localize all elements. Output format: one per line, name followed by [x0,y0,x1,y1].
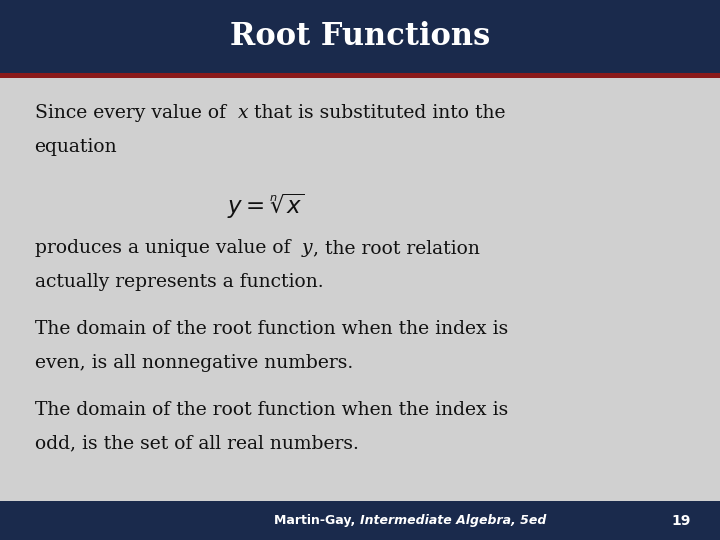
Text: The domain of the root function when the index is: The domain of the root function when the… [35,320,508,338]
Text: $y = \sqrt[n]{x}$: $y = \sqrt[n]{x}$ [228,192,305,221]
Text: The domain of the root function when the index is: The domain of the root function when the… [35,401,508,419]
Text: produces a unique value of: produces a unique value of [35,239,302,257]
Text: odd, is the set of all real numbers.: odd, is the set of all real numbers. [35,435,359,453]
Text: 19: 19 [672,514,691,528]
Text: x: x [238,104,248,122]
Text: Intermediate Algebra, 5ed: Intermediate Algebra, 5ed [360,514,546,527]
FancyBboxPatch shape [0,501,720,540]
Text: Root Functions: Root Functions [230,21,490,52]
Text: equation: equation [35,138,117,156]
FancyBboxPatch shape [0,73,720,78]
Text: that is substituted into the: that is substituted into the [248,104,505,122]
Text: Martin-Gay,: Martin-Gay, [274,514,360,527]
Text: y: y [302,239,312,257]
Text: Since every value of: Since every value of [35,104,238,122]
Text: actually represents a function.: actually represents a function. [35,273,323,291]
Text: even, is all nonnegative numbers.: even, is all nonnegative numbers. [35,354,353,372]
Text: , the root relation: , the root relation [312,239,480,257]
FancyBboxPatch shape [0,0,720,73]
